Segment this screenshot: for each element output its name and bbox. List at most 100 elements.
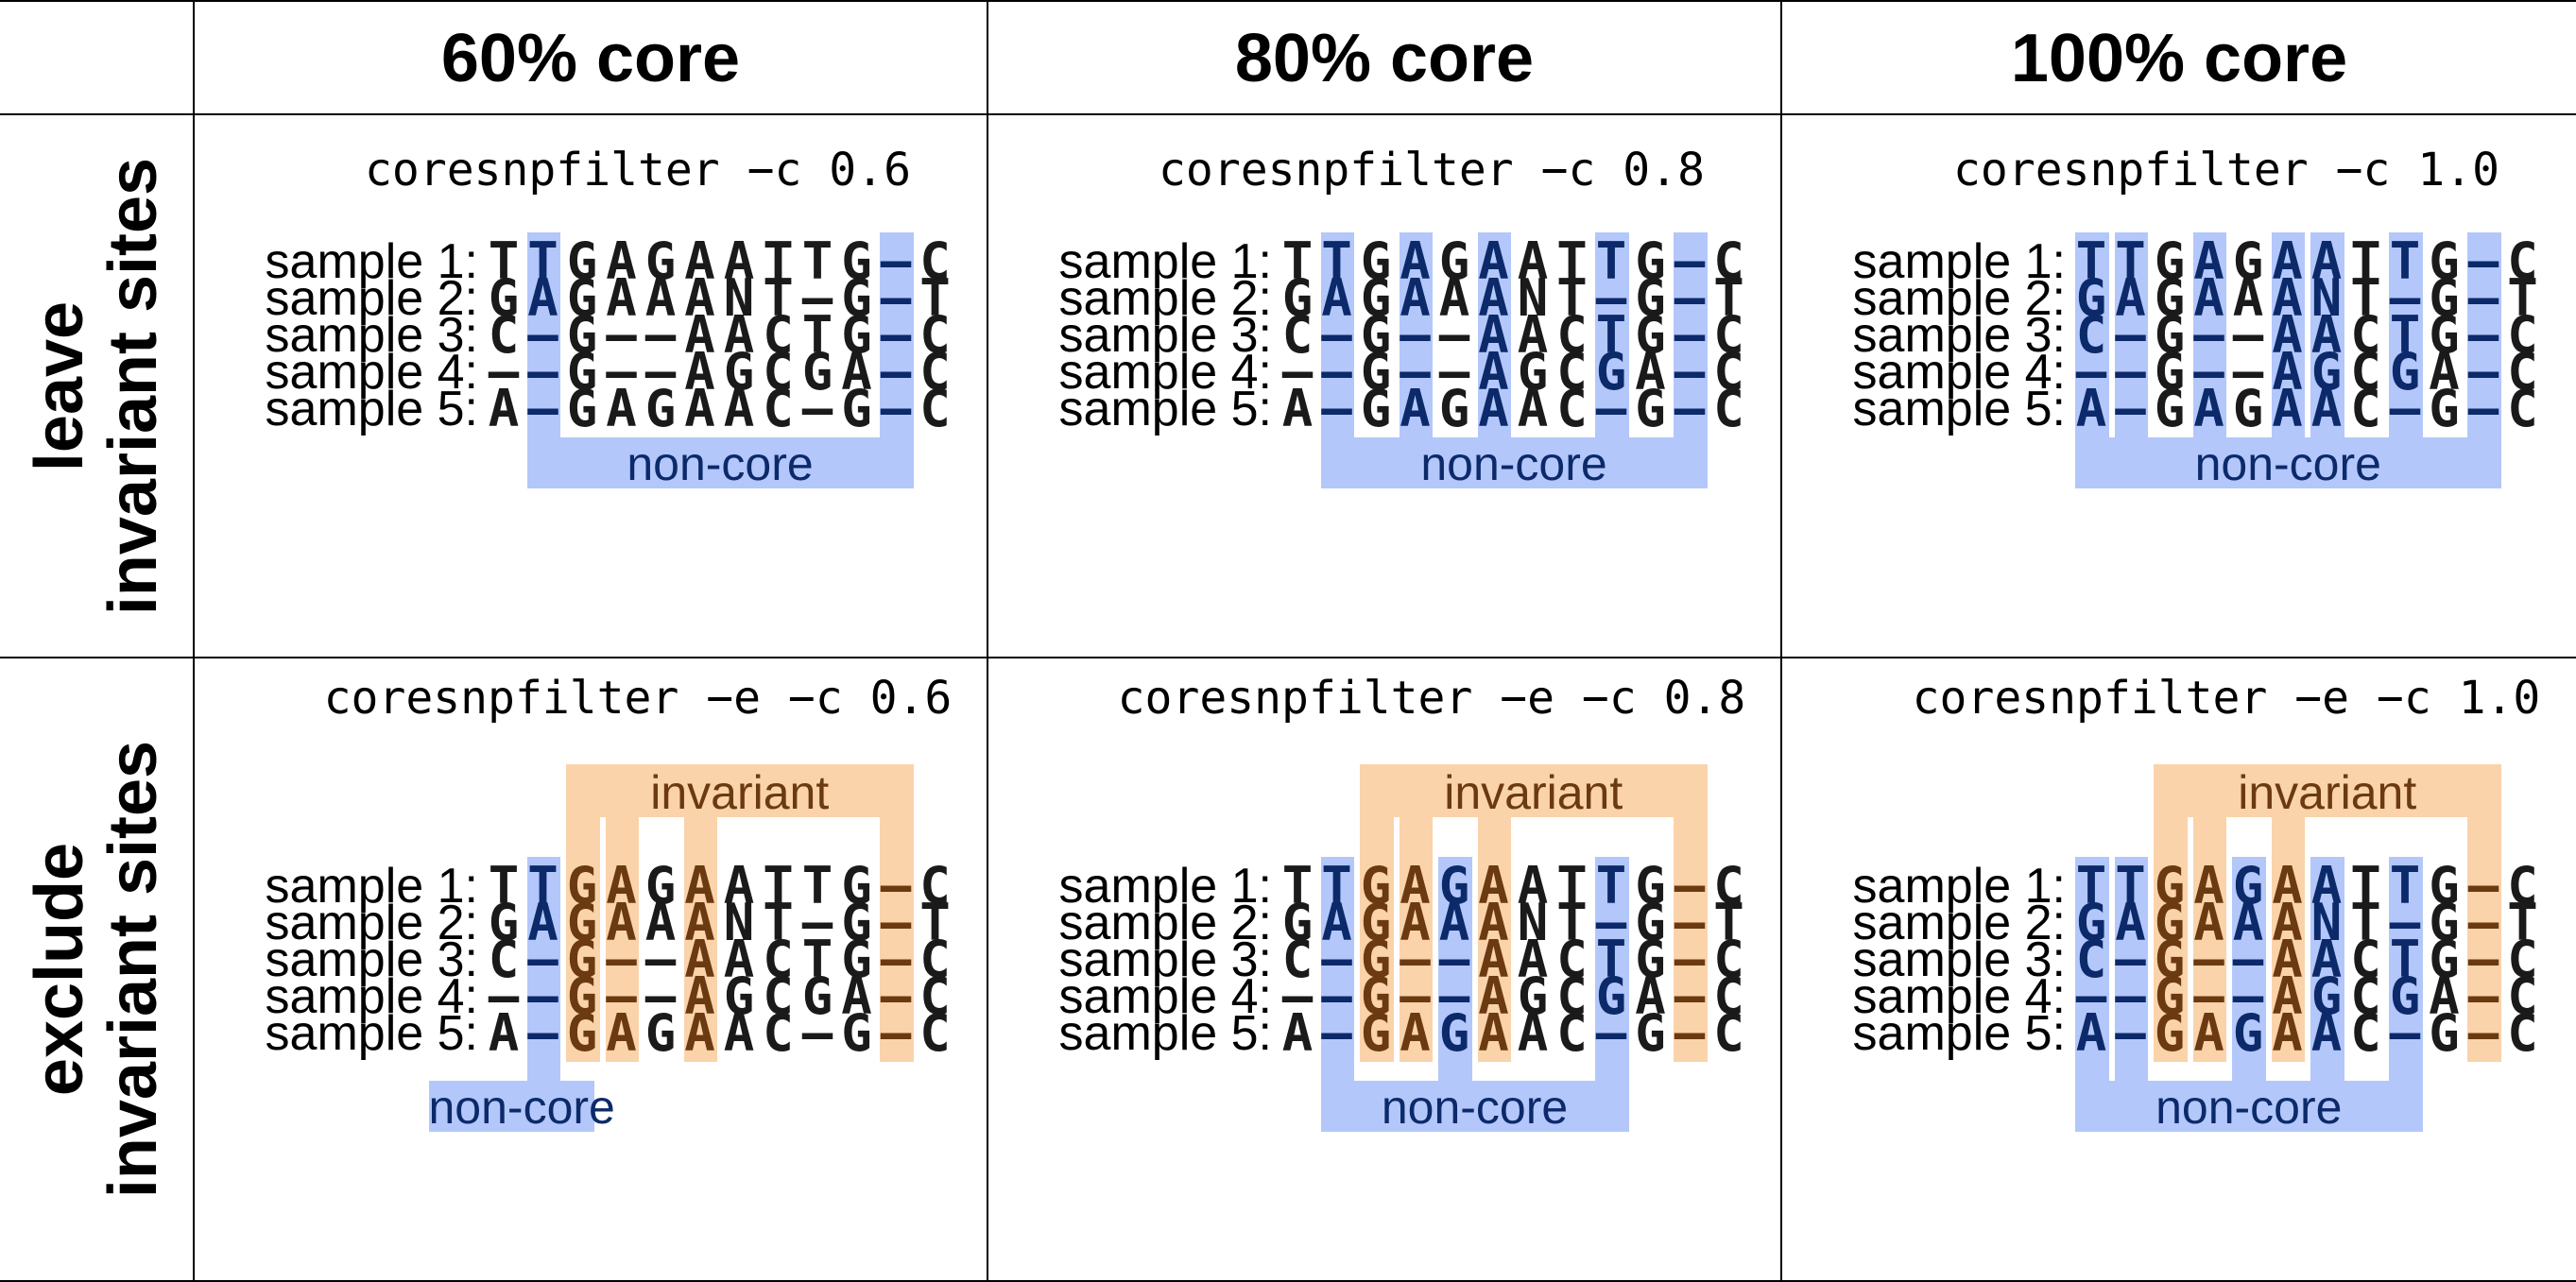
sequence-character: A xyxy=(2272,342,2303,402)
sequence-character: – xyxy=(880,231,912,291)
sequence-character: T xyxy=(488,231,520,291)
sequence-character: N xyxy=(1517,268,1549,328)
sequence-character: – xyxy=(1674,1003,1706,1063)
sequence-character: A xyxy=(1517,856,1549,915)
sequence-character: G xyxy=(566,966,598,1026)
panel: coresnpfilter −c 1.0 non-core sample 1: T T G… xyxy=(1782,115,2576,657)
sequence-character: G xyxy=(2389,966,2421,1026)
sequence-character: G xyxy=(566,342,598,402)
sequence-character: G xyxy=(841,856,872,915)
sequence-character: – xyxy=(2232,305,2264,365)
sequence-character: G xyxy=(2154,966,2186,1026)
command-text: coresnpfilter −e −c 0.8 xyxy=(1117,672,1746,725)
sequence-character: G xyxy=(841,379,872,438)
non-core-label: non-core xyxy=(428,1081,615,1134)
sequence-character: C xyxy=(2507,856,2538,915)
sequence-character: G xyxy=(1438,856,1470,915)
sequence-character: C xyxy=(2507,231,2538,291)
sequence-character: G xyxy=(801,966,833,1026)
sequence-character: G xyxy=(2154,379,2186,438)
sequence-character: C xyxy=(919,1003,951,1063)
non-core-label: non-core xyxy=(2155,1081,2343,1134)
sequence-character: A xyxy=(1478,856,1509,915)
sequence-character: A xyxy=(2272,893,2303,952)
sequence-character: T xyxy=(1556,893,1588,952)
sequence-character: A xyxy=(2310,1003,2343,1063)
sequence-character: – xyxy=(1595,379,1627,438)
column-header: 60% core xyxy=(440,21,741,96)
sequence-character: C xyxy=(1281,305,1314,365)
sequence-character: A xyxy=(2310,930,2343,989)
sequence-character: T xyxy=(1281,231,1314,291)
sample-label: sample 2: xyxy=(265,896,478,950)
sequence-character: – xyxy=(2467,268,2499,328)
core-bracket xyxy=(2075,437,2501,488)
sequence-character: C xyxy=(1713,342,1744,402)
grid-line xyxy=(0,657,2576,658)
sequence-character: A xyxy=(644,893,677,952)
sequence-character: G xyxy=(2429,1003,2460,1063)
sequence-character: – xyxy=(1400,966,1431,1026)
sequence-character: A xyxy=(527,893,558,952)
sequence-character: G xyxy=(1635,379,1666,438)
sequence-character: A xyxy=(2272,856,2303,915)
sequence-character: G xyxy=(2429,305,2460,365)
sample-label: sample 4: xyxy=(1852,345,2066,400)
sequence-character: – xyxy=(1674,856,1706,915)
sequence-character: – xyxy=(2467,231,2499,291)
sequence-character: – xyxy=(644,930,677,989)
sequence-character: A xyxy=(684,966,715,1026)
sample-label: sample 1: xyxy=(1852,234,2066,289)
sequence-character: C xyxy=(1713,966,1744,1026)
sequence-character: – xyxy=(2232,966,2264,1026)
sequence-character: A xyxy=(1478,1003,1509,1063)
sequence-character: A xyxy=(1400,268,1431,328)
sequence-character: A xyxy=(1517,379,1549,438)
sample-label: sample 5: xyxy=(265,382,478,436)
sequence-character: – xyxy=(2115,1003,2146,1063)
sequence-character: A xyxy=(1400,856,1431,915)
sample-label: sample 1: xyxy=(1058,859,1272,914)
sequence-character: A xyxy=(644,268,677,328)
sample-label: sample 3: xyxy=(265,308,478,363)
sequence-character: G xyxy=(566,379,598,438)
sequence-character: G xyxy=(1360,1003,1392,1063)
sequence-character: T xyxy=(2389,930,2421,989)
sequence-character: – xyxy=(1595,1003,1627,1063)
sequence-character: C xyxy=(919,966,951,1026)
sequence-character: A xyxy=(2193,1003,2224,1063)
sequence-character: A xyxy=(1635,342,1666,402)
row-header-line: invariant sites xyxy=(95,157,171,615)
sequence-character: T xyxy=(2389,231,2421,291)
sequence-character: – xyxy=(1321,379,1352,438)
sequence-character: G xyxy=(2075,893,2107,952)
sequence-character: C xyxy=(1556,966,1588,1026)
sequence-character: T xyxy=(763,856,794,915)
sequence-character: C xyxy=(2507,305,2538,365)
sequence-character: A xyxy=(684,930,715,989)
non-core-label: non-core xyxy=(1381,1081,1569,1134)
sequence-character: – xyxy=(527,342,558,402)
sequence-character: C xyxy=(1556,342,1588,402)
sequence-character: A xyxy=(2310,231,2343,291)
sample-label: sample 5: xyxy=(265,1006,478,1061)
sequence-character: G xyxy=(1635,930,1666,989)
sequence-character: C xyxy=(1713,379,1744,438)
sequence-character: – xyxy=(1438,305,1470,365)
sequence-character: T xyxy=(1595,305,1627,365)
sequence-character: A xyxy=(723,930,755,989)
sequence-character: T xyxy=(2507,893,2538,952)
sequence-character: – xyxy=(2232,930,2264,989)
sequence-character: G xyxy=(2232,856,2264,915)
sequence-character: – xyxy=(606,930,637,989)
sequence-character: A xyxy=(684,856,715,915)
invariant-label: invariant xyxy=(1444,766,1623,819)
sequence-character: G xyxy=(2154,231,2186,291)
sequence-character: A xyxy=(1478,379,1509,438)
sequence-character: G xyxy=(2154,893,2186,952)
sequence-character: T xyxy=(2350,268,2381,328)
sequence-character: A xyxy=(2310,379,2343,438)
sequence-character: A xyxy=(723,231,755,291)
sequence-character: G xyxy=(566,856,598,915)
sequence-character: T xyxy=(1321,231,1352,291)
